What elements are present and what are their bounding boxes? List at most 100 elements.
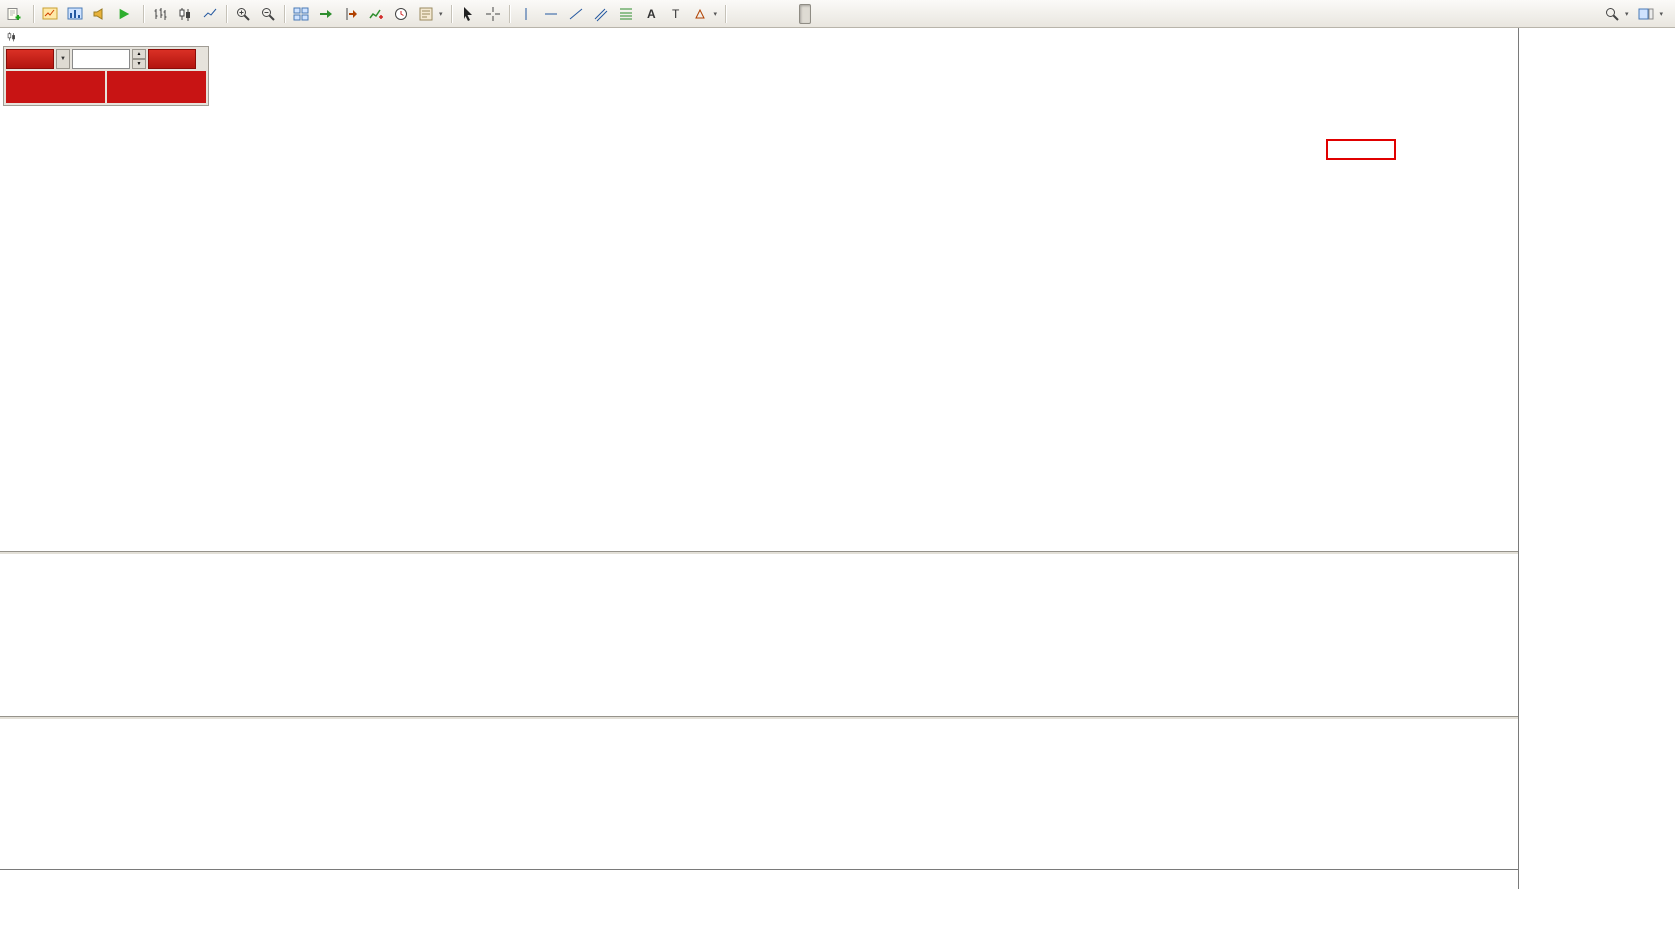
new-order-button[interactable]: [3, 3, 29, 25]
horizontal-line-icon: [544, 13, 557, 14]
chart-shift-icon: [346, 7, 357, 20]
price-callout-label: [1326, 139, 1396, 160]
zoom-out-button[interactable]: [256, 3, 280, 25]
label-tool-button[interactable]: T: [664, 3, 688, 25]
horizontal-line-tool-button[interactable]: [539, 3, 563, 25]
toolbar-separator: [450, 4, 452, 23]
rsi-panel[interactable]: [0, 720, 1518, 869]
auto-scroll-button[interactable]: [314, 3, 338, 25]
layout-button[interactable]: ▾: [1634, 3, 1667, 25]
tf-m15-button[interactable]: [760, 4, 772, 24]
new-chart-button[interactable]: [38, 3, 62, 25]
megaphone-icon: [93, 7, 103, 20]
toolbar-separator: [284, 4, 285, 23]
time-axis[interactable]: [0, 869, 1518, 889]
macd-panel[interactable]: [0, 555, 1518, 716]
sell-button[interactable]: [6, 49, 54, 69]
sell-price-display[interactable]: [6, 71, 105, 103]
indicators-button[interactable]: [364, 3, 388, 25]
one-click-controls-row: ▼ ▲ ▼: [6, 49, 206, 69]
search-icon: [1605, 7, 1619, 21]
vertical-line-tool-button[interactable]: [514, 3, 538, 25]
lot-decrease-button[interactable]: ▼: [132, 59, 146, 69]
text-tool-button[interactable]: A: [639, 3, 663, 25]
tf-m1-button[interactable]: [734, 4, 746, 24]
main-toolbar: ▾ A T ▾: [0, 0, 1675, 28]
vertical-line-icon: [525, 7, 527, 20]
new-chart-icon: [42, 7, 58, 19]
price-scale[interactable]: [1518, 28, 1565, 889]
macd-chart: [0, 555, 1518, 716]
autotrading-play-icon: [119, 8, 130, 19]
indicators-icon: [369, 9, 383, 19]
profiles-icon: [67, 7, 83, 19]
one-click-prices-row: [6, 71, 206, 103]
toolbar-separator: [508, 4, 510, 23]
alerts-button[interactable]: [88, 3, 112, 25]
panel-splitter[interactable]: [0, 716, 1518, 720]
toolbar-separator: [33, 4, 34, 23]
zoom-in-button[interactable]: [231, 3, 255, 25]
lot-stepper: ▲ ▼: [132, 49, 146, 69]
auto-scroll-icon: [320, 9, 332, 18]
bar-chart-icon: [154, 7, 167, 20]
tf-d1-button[interactable]: [812, 4, 824, 24]
svg-text:A: A: [647, 7, 656, 21]
svg-text:T: T: [672, 7, 680, 21]
chart-shift-button[interactable]: [339, 3, 363, 25]
trendline-icon: [569, 8, 582, 19]
dropdown-arrow-icon: ▾: [1624, 10, 1629, 18]
candlestick-icon: [179, 7, 190, 21]
chart-window: ▼ ▲ ▼: [0, 28, 1518, 889]
tf-m5-button[interactable]: [747, 4, 759, 24]
text-tool-icon: A: [647, 7, 656, 21]
fibonacci-tool-button[interactable]: [614, 3, 638, 25]
crosshair-icon: [485, 6, 500, 21]
tf-m30-button[interactable]: [773, 4, 785, 24]
template-icon: [419, 7, 433, 20]
channel-icon: [594, 8, 607, 21]
tf-mn-button[interactable]: [838, 4, 850, 24]
label-tool-icon: T: [672, 7, 680, 21]
buy-price-display[interactable]: [107, 71, 206, 103]
toolbar-right-group: ▾ ▾: [1600, 3, 1672, 25]
line-chart-icon: [203, 8, 217, 17]
timeframe-group: [734, 3, 850, 24]
channel-tool-button[interactable]: [589, 3, 613, 25]
tf-w1-button[interactable]: [825, 4, 837, 24]
tile-windows-button[interactable]: [289, 3, 313, 25]
rsi-chart: [0, 720, 1518, 869]
templates-button[interactable]: ▾: [414, 3, 447, 25]
line-chart-type-button[interactable]: [198, 3, 222, 25]
shapes-icon: [694, 8, 705, 18]
new-order-icon: [7, 7, 21, 20]
zoom-in-icon: [237, 7, 250, 21]
fibonacci-icon: [619, 8, 632, 19]
main-chart-panel[interactable]: ▼ ▲ ▼: [0, 28, 1518, 551]
periods-button[interactable]: [389, 3, 413, 25]
dropdown-arrow-icon: ▾: [439, 10, 443, 18]
chart-ohlc-header: [6, 31, 31, 42]
candlestick-chart: [0, 28, 1518, 551]
panel-splitter[interactable]: [0, 551, 1518, 555]
autotrading-button[interactable]: [113, 3, 139, 25]
lot-size-input[interactable]: [72, 49, 130, 69]
clock-icon: [395, 7, 407, 20]
lot-increase-button[interactable]: ▲: [132, 49, 146, 59]
buy-button[interactable]: [148, 49, 196, 69]
shapes-tool-button[interactable]: ▾: [689, 3, 722, 25]
trendline-tool-button[interactable]: [564, 3, 588, 25]
dropdown-arrow-icon: ▾: [1659, 10, 1663, 18]
cursor-tool-button[interactable]: [456, 3, 480, 25]
tf-h1-button[interactable]: [786, 4, 798, 24]
candlestick-type-button[interactable]: [173, 3, 197, 25]
zoom-out-icon: [262, 7, 275, 21]
sell-dropdown-button[interactable]: ▼: [56, 49, 70, 69]
search-button[interactable]: ▾: [1600, 3, 1633, 25]
crosshair-tool-button[interactable]: [481, 3, 505, 25]
bar-chart-type-button[interactable]: [148, 3, 172, 25]
tf-h4-button[interactable]: [799, 3, 812, 24]
profiles-button[interactable]: [63, 3, 87, 25]
one-click-trading-panel: ▼ ▲ ▼: [3, 46, 209, 106]
dropdown-arrow-icon: ▾: [713, 10, 718, 18]
